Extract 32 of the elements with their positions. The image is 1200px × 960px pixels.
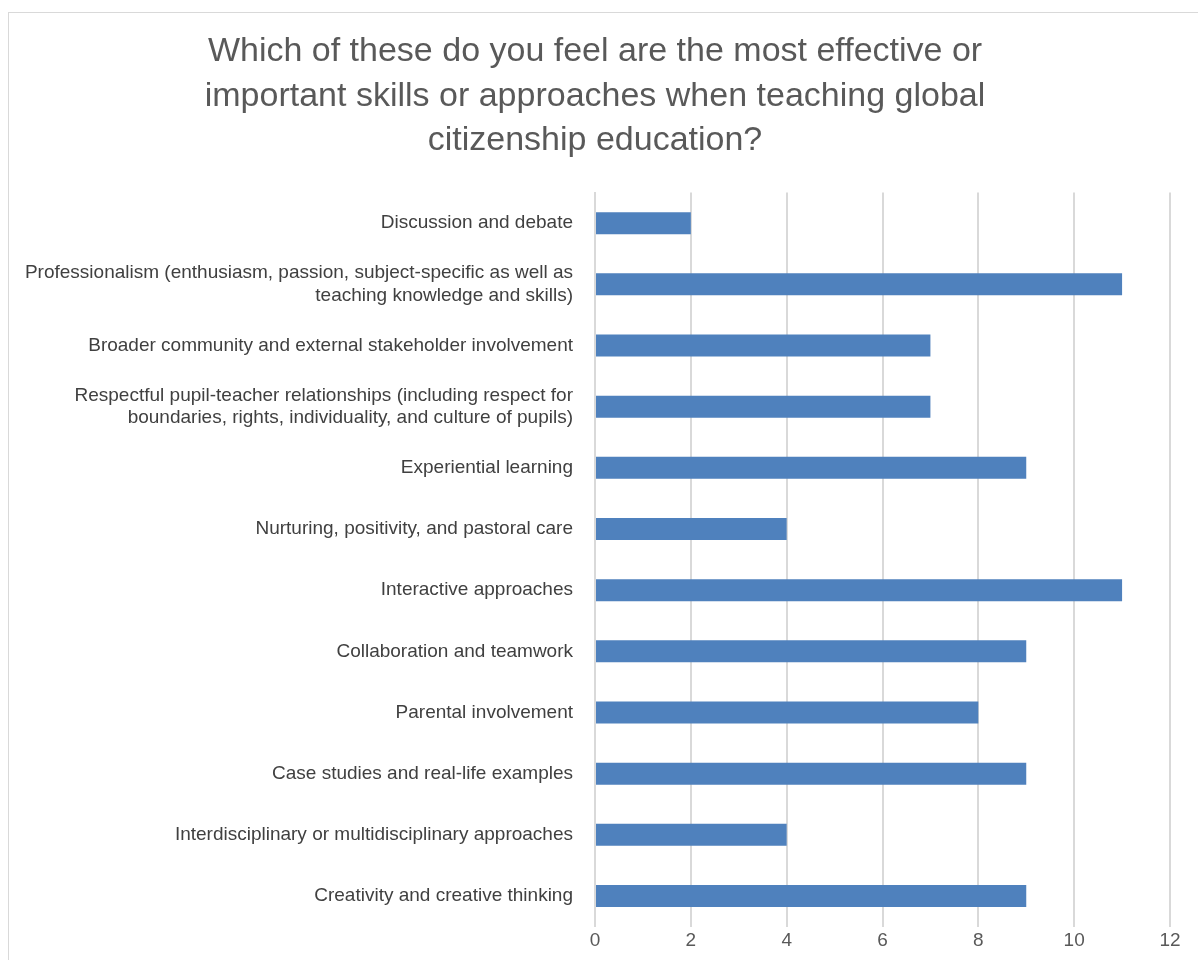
bar bbox=[596, 212, 691, 235]
x-tick-label: 8 bbox=[973, 929, 984, 951]
bar bbox=[596, 823, 787, 846]
y-tick-label: Interactive approaches bbox=[380, 578, 573, 600]
y-tick-label: Case studies and real-life examples bbox=[272, 761, 573, 783]
y-tick-label: Discussion and debate bbox=[380, 211, 573, 233]
x-tick-label: 0 bbox=[589, 929, 601, 951]
y-tick-label: Broader community and external stakeholder involvement bbox=[88, 333, 574, 355]
bar bbox=[596, 885, 1027, 908]
bar bbox=[596, 640, 1027, 663]
bar bbox=[596, 395, 931, 418]
x-tick-label: 2 bbox=[685, 929, 697, 951]
bar bbox=[596, 762, 1027, 785]
x-tick-label: 12 bbox=[1159, 929, 1181, 951]
bar bbox=[596, 334, 931, 357]
y-tick-label: Parental involvement bbox=[395, 700, 574, 722]
bar bbox=[596, 579, 1123, 602]
bar bbox=[596, 518, 787, 541]
bar bbox=[596, 273, 1123, 296]
y-tick-label: Collaboration and teamwork bbox=[336, 639, 574, 661]
y-tick-label: Creativity and creative thinking bbox=[314, 884, 573, 906]
y-tick-label: Experiential learning bbox=[400, 456, 573, 478]
x-tick-label: 6 bbox=[877, 929, 888, 951]
y-tick-label: Nurturing, positivity, and pastoral care bbox=[255, 517, 573, 539]
x-tick-label: 4 bbox=[781, 929, 793, 951]
bar bbox=[596, 701, 979, 724]
chart-title: Which of these do you feel are the most effective or important skills or approaches when teaching global citizenship education? bbox=[204, 30, 986, 157]
y-tick-label: Interdisciplinary or multidisciplinary approaches bbox=[174, 823, 573, 845]
y-tick-label: Professionalism (enthusiasm, passion, subject-specific as well as teaching knowledge and skills) bbox=[24, 261, 573, 305]
x-tick-label: 10 bbox=[1063, 929, 1085, 951]
y-tick-label: Respectful pupil-teacher relationships (including respect for boundaries, rights, individuality, and culture of pupils) bbox=[74, 383, 574, 428]
bar bbox=[596, 456, 1027, 479]
